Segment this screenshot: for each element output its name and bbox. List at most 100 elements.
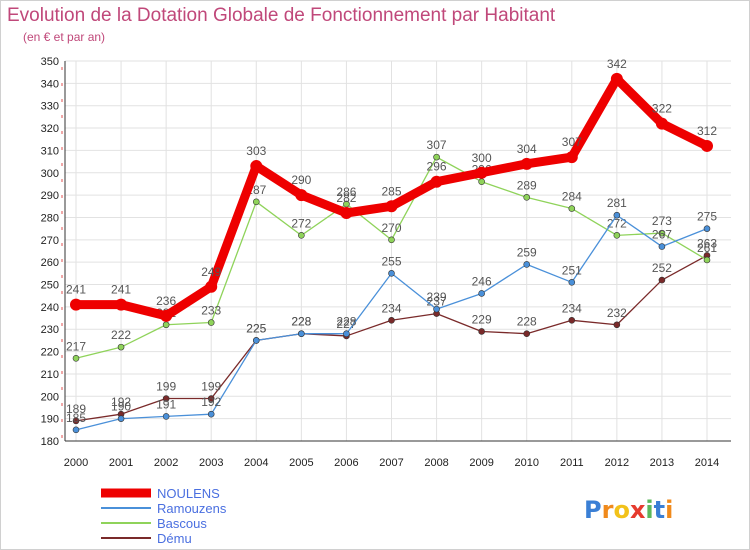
data-label-ramouzens: 267	[652, 228, 672, 242]
x-tick-label: 2004	[244, 457, 268, 469]
y-tick-label: 320	[41, 123, 59, 135]
legend-label-d-mu: Dému	[157, 531, 192, 546]
data-label-d-mu: 234	[562, 301, 582, 315]
data-point-ramouzens	[298, 330, 305, 338]
data-point-ramouzens	[703, 225, 711, 232]
data-point-bascous	[298, 232, 305, 239]
data-point-ramouzens	[478, 290, 485, 297]
data-point-noulens	[655, 117, 668, 130]
data-label-d-mu: 234	[381, 301, 401, 315]
data-point-ramouzens	[433, 305, 440, 313]
brand-letter: o	[613, 496, 630, 524]
x-tick-label: 2009	[469, 457, 493, 469]
data-point-bascous	[523, 194, 531, 201]
data-label-noulens: 236	[156, 294, 176, 308]
data-label-noulens: 303	[246, 144, 266, 158]
data-label-ramouzens: 255	[381, 254, 401, 268]
data-label-bascous: 289	[517, 178, 537, 192]
x-tick-label: 2012	[605, 457, 629, 469]
data-point-d-mu	[613, 321, 621, 329]
data-point-bascous	[478, 178, 485, 186]
brand-letter: x	[630, 496, 646, 524]
y-tick-label: 210	[41, 369, 59, 381]
data-label-ramouzens: 192	[201, 395, 221, 409]
data-point-noulens	[385, 200, 398, 213]
y-tick-label: 280	[41, 212, 59, 224]
y-tick-label: 180	[41, 436, 59, 448]
y-tick-label: 260	[41, 257, 59, 269]
data-label-ramouzens: 228	[291, 315, 311, 329]
data-point-bascous	[613, 232, 621, 239]
data-point-noulens	[701, 139, 713, 152]
data-label-noulens: 290	[291, 173, 311, 187]
data-point-noulens	[160, 309, 173, 322]
y-tick-label: 300	[41, 168, 59, 180]
data-label-ramouzens: 228	[336, 315, 356, 329]
y-tick-label: 340	[41, 78, 59, 90]
data-point-noulens	[205, 280, 218, 293]
brand-letter: i	[665, 496, 673, 524]
data-point-bascous	[72, 354, 80, 362]
data-point-ramouzens	[658, 243, 666, 250]
data-label-ramouzens: 275	[697, 210, 717, 224]
y-tick-label: 290	[41, 190, 59, 202]
y-tick-label: 350	[41, 56, 59, 68]
data-label-noulens: 249	[201, 265, 221, 279]
data-label-d-mu: 252	[652, 261, 672, 275]
data-label-noulens: 241	[66, 283, 86, 297]
y-tick-label: 240	[41, 302, 59, 314]
brand-letter: r	[602, 496, 614, 524]
data-label-bascous: 284	[562, 190, 582, 204]
data-label-ramouzens: 239	[427, 290, 447, 304]
data-point-noulens	[295, 189, 308, 202]
data-point-ramouzens	[117, 415, 125, 422]
data-label-d-mu: 199	[156, 380, 176, 394]
data-label-noulens: 241	[111, 283, 131, 297]
data-point-ramouzens	[523, 261, 531, 268]
data-point-bascous	[658, 229, 666, 237]
data-label-bascous: 233	[201, 304, 221, 318]
data-point-bascous	[433, 153, 440, 161]
y-tick-label: 250	[41, 280, 59, 292]
x-tick-label: 2010	[514, 457, 538, 469]
data-label-d-mu: 228	[517, 315, 537, 329]
y-tick-label: 220	[41, 347, 59, 359]
x-tick-label: 2006	[334, 457, 358, 469]
y-tick-label: 310	[41, 145, 59, 157]
data-label-d-mu: 225	[246, 321, 266, 335]
data-label-bascous: 307	[427, 138, 447, 152]
data-point-ramouzens	[568, 278, 576, 286]
data-point-d-mu	[388, 316, 395, 324]
data-label-bascous: 270	[381, 221, 401, 235]
data-label-d-mu: 228	[291, 315, 311, 329]
data-label-ramouzens: 185	[66, 411, 86, 425]
data-point-noulens	[565, 151, 578, 164]
x-tick-label: 2003	[199, 457, 223, 469]
y-tick-label: 200	[41, 391, 59, 403]
legend-label-bascous: Bascous	[157, 516, 207, 531]
data-label-d-mu: 192	[111, 395, 131, 409]
data-label-noulens: 296	[427, 160, 447, 174]
data-point-noulens	[610, 72, 623, 85]
data-point-noulens	[475, 166, 488, 179]
data-point-noulens	[340, 207, 353, 219]
data-label-bascous: 217	[66, 339, 86, 353]
data-point-ramouzens	[207, 410, 215, 418]
data-point-noulens	[250, 160, 263, 173]
y-tick-label: 190	[41, 414, 59, 426]
data-point-ramouzens	[162, 413, 170, 420]
data-label-bascous: 222	[111, 328, 131, 342]
y-tick-label: 270	[41, 235, 59, 247]
x-tick-label: 2001	[109, 457, 133, 469]
y-tick-label: 230	[41, 324, 59, 336]
data-label-noulens: 304	[517, 142, 537, 156]
data-point-noulens	[520, 157, 533, 170]
data-point-noulens	[115, 298, 128, 311]
data-label-bascous: 286	[336, 185, 356, 199]
data-label-bascous: 273	[652, 214, 672, 228]
data-point-bascous	[388, 236, 395, 244]
data-label-ramouzens: 225	[246, 321, 266, 335]
plot-area	[65, 61, 731, 441]
data-point-ramouzens	[72, 426, 80, 434]
